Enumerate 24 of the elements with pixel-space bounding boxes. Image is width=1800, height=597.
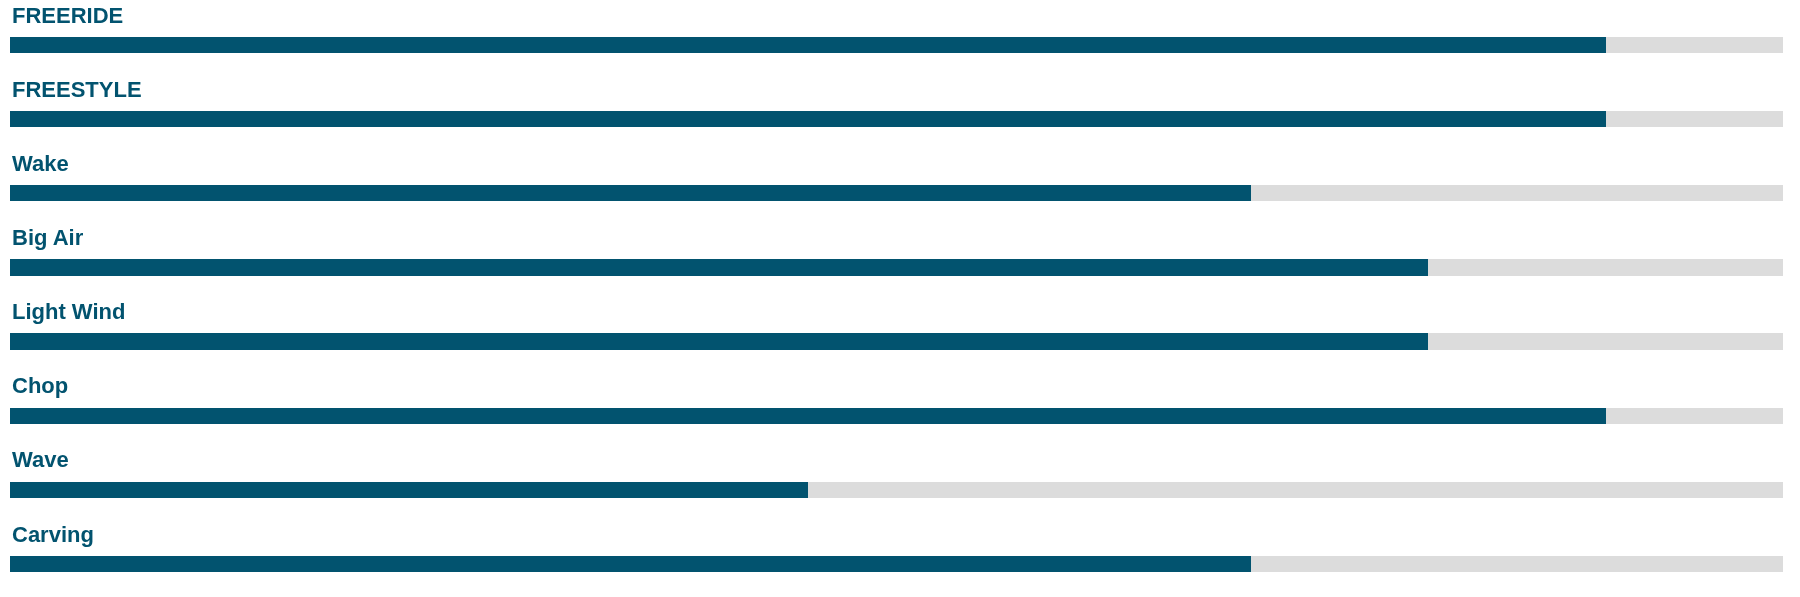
- bar: [10, 111, 1606, 127]
- bar: [1251, 556, 1783, 572]
- y-tick-label: Big Air: [12, 225, 84, 250]
- bar: [1606, 111, 1783, 127]
- y-tick-label: Carving: [12, 522, 94, 547]
- bar: [10, 259, 1428, 276]
- bar: [1606, 37, 1783, 53]
- y-tick-label: Wave: [12, 447, 69, 472]
- bar: [10, 185, 1251, 201]
- y-tick-label: Wake: [12, 151, 69, 176]
- y-tick-label: Chop: [12, 373, 69, 398]
- bar: [10, 333, 1428, 350]
- bar: [1428, 333, 1783, 350]
- bar: [808, 482, 1783, 498]
- bar: [10, 408, 1606, 424]
- bar: [10, 37, 1606, 53]
- y-tick-label: FREERIDE: [12, 3, 124, 28]
- y-tick-label: Light Wind: [12, 299, 126, 324]
- bar: [1428, 259, 1783, 276]
- bar: [1606, 408, 1783, 424]
- bar: [10, 556, 1251, 572]
- bar: [10, 482, 808, 498]
- bar: [1251, 185, 1783, 201]
- y-tick-label: FREESTYLE: [12, 77, 142, 102]
